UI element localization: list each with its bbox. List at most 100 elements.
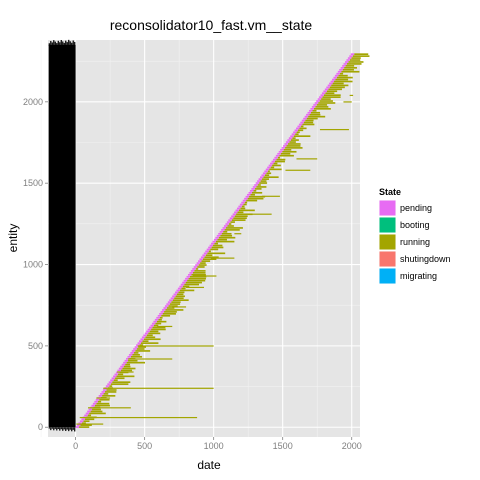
pending-bar: [81, 418, 85, 421]
running-bar: [128, 358, 173, 360]
running-bar: [223, 231, 228, 233]
running-bar: [103, 387, 214, 389]
running-bar: [290, 139, 299, 141]
running-bar: [221, 232, 232, 235]
pending-bar: [301, 119, 306, 122]
pending-bar: [172, 295, 176, 298]
running-bar: [342, 68, 354, 71]
pending-bar: [110, 379, 114, 382]
running-bar: [141, 342, 159, 344]
gantt-bars: [75, 53, 370, 428]
running-bar: [250, 193, 255, 196]
running-bar: [234, 233, 242, 235]
pending-bar: [154, 318, 159, 321]
pending-bar: [173, 293, 178, 296]
running-bar: [192, 272, 206, 274]
running-bar: [90, 410, 103, 413]
pending-bar: [175, 291, 179, 294]
running-bar: [310, 111, 321, 114]
pending-bar: [170, 297, 175, 300]
black-band-edge: [48, 427, 50, 429]
black-band-edge: [59, 427, 61, 431]
pending-bar: [232, 213, 237, 216]
running-bar: [187, 279, 206, 282]
pending-bar: [113, 375, 117, 378]
running-bar: [276, 158, 286, 161]
running-bar: [145, 336, 156, 339]
pending-bar: [166, 303, 170, 305]
black-band: [48, 39, 76, 432]
running-bar: [168, 305, 178, 307]
running-bar: [169, 303, 181, 305]
pending-bar: [91, 404, 95, 407]
running-bar: [79, 416, 198, 419]
pending-bar: [163, 307, 167, 309]
black-band-edge: [62, 427, 64, 431]
pending-bar: [179, 285, 183, 288]
black-band-edge: [60, 427, 62, 430]
pending-bar: [169, 299, 173, 302]
pending-bar: [268, 164, 273, 167]
running-bar: [162, 313, 176, 315]
running-bar: [331, 84, 349, 87]
running-bar: [178, 291, 185, 294]
pending-bar: [334, 74, 339, 77]
legend: State pending booting running shutingdown mi…: [378, 187, 451, 285]
black-band-edge: [65, 40, 67, 46]
chart-title: reconsolidator10_fast.vm__state: [110, 17, 313, 33]
pending-bar: [156, 316, 160, 319]
black-band-edge: [54, 427, 56, 429]
pending-bar: [143, 334, 147, 337]
running-bar: [220, 234, 233, 237]
running-bar: [214, 242, 219, 245]
pending-bar: [285, 141, 290, 143]
running-bar: [158, 318, 162, 321]
running-bar: [338, 74, 348, 77]
running-bar: [228, 223, 232, 225]
pending-bar: [284, 143, 288, 145]
running-bar: [88, 407, 131, 409]
running-bar: [128, 359, 138, 362]
pending-bar: [283, 145, 287, 147]
running-bar: [312, 109, 317, 112]
running-bar: [266, 172, 272, 175]
running-bar: [293, 135, 311, 137]
black-band-edge: [48, 43, 50, 46]
pending-bar: [203, 252, 208, 255]
legend-key-shutingdown: [379, 251, 396, 267]
pending-bar: [117, 369, 121, 372]
running-bar: [292, 137, 296, 139]
running-bar: [323, 94, 341, 96]
pending-bar: [280, 149, 284, 151]
pending-bar: [151, 322, 156, 325]
running-bar: [283, 149, 292, 151]
running-bar: [211, 246, 224, 249]
black-band-edge: [74, 427, 76, 432]
running-bar: [240, 207, 246, 210]
running-bar: [202, 258, 217, 261]
running-bar: [321, 98, 331, 100]
pending-bar: [326, 86, 330, 89]
pending-bar: [189, 272, 193, 274]
running-bar: [305, 119, 314, 122]
running-bar: [104, 391, 117, 393]
running-bar: [254, 188, 262, 190]
running-bar: [96, 397, 111, 399]
pending-bar: [342, 65, 346, 67]
black-band-edge: [69, 427, 71, 430]
pending-bar: [130, 352, 134, 354]
running-bar: [339, 72, 344, 75]
running-bar: [205, 254, 213, 257]
running-bar: [267, 170, 270, 173]
pending-bar: [304, 115, 309, 118]
pending-bar: [267, 166, 271, 169]
running-bar: [79, 426, 90, 428]
running-bar: [133, 352, 139, 354]
pending-bar: [95, 398, 100, 401]
running-bar: [200, 262, 206, 264]
running-bar: [122, 367, 136, 370]
running-bar: [227, 225, 234, 227]
pending-bar: [212, 240, 216, 243]
running-bar: [103, 393, 109, 395]
running-bar: [126, 361, 145, 364]
